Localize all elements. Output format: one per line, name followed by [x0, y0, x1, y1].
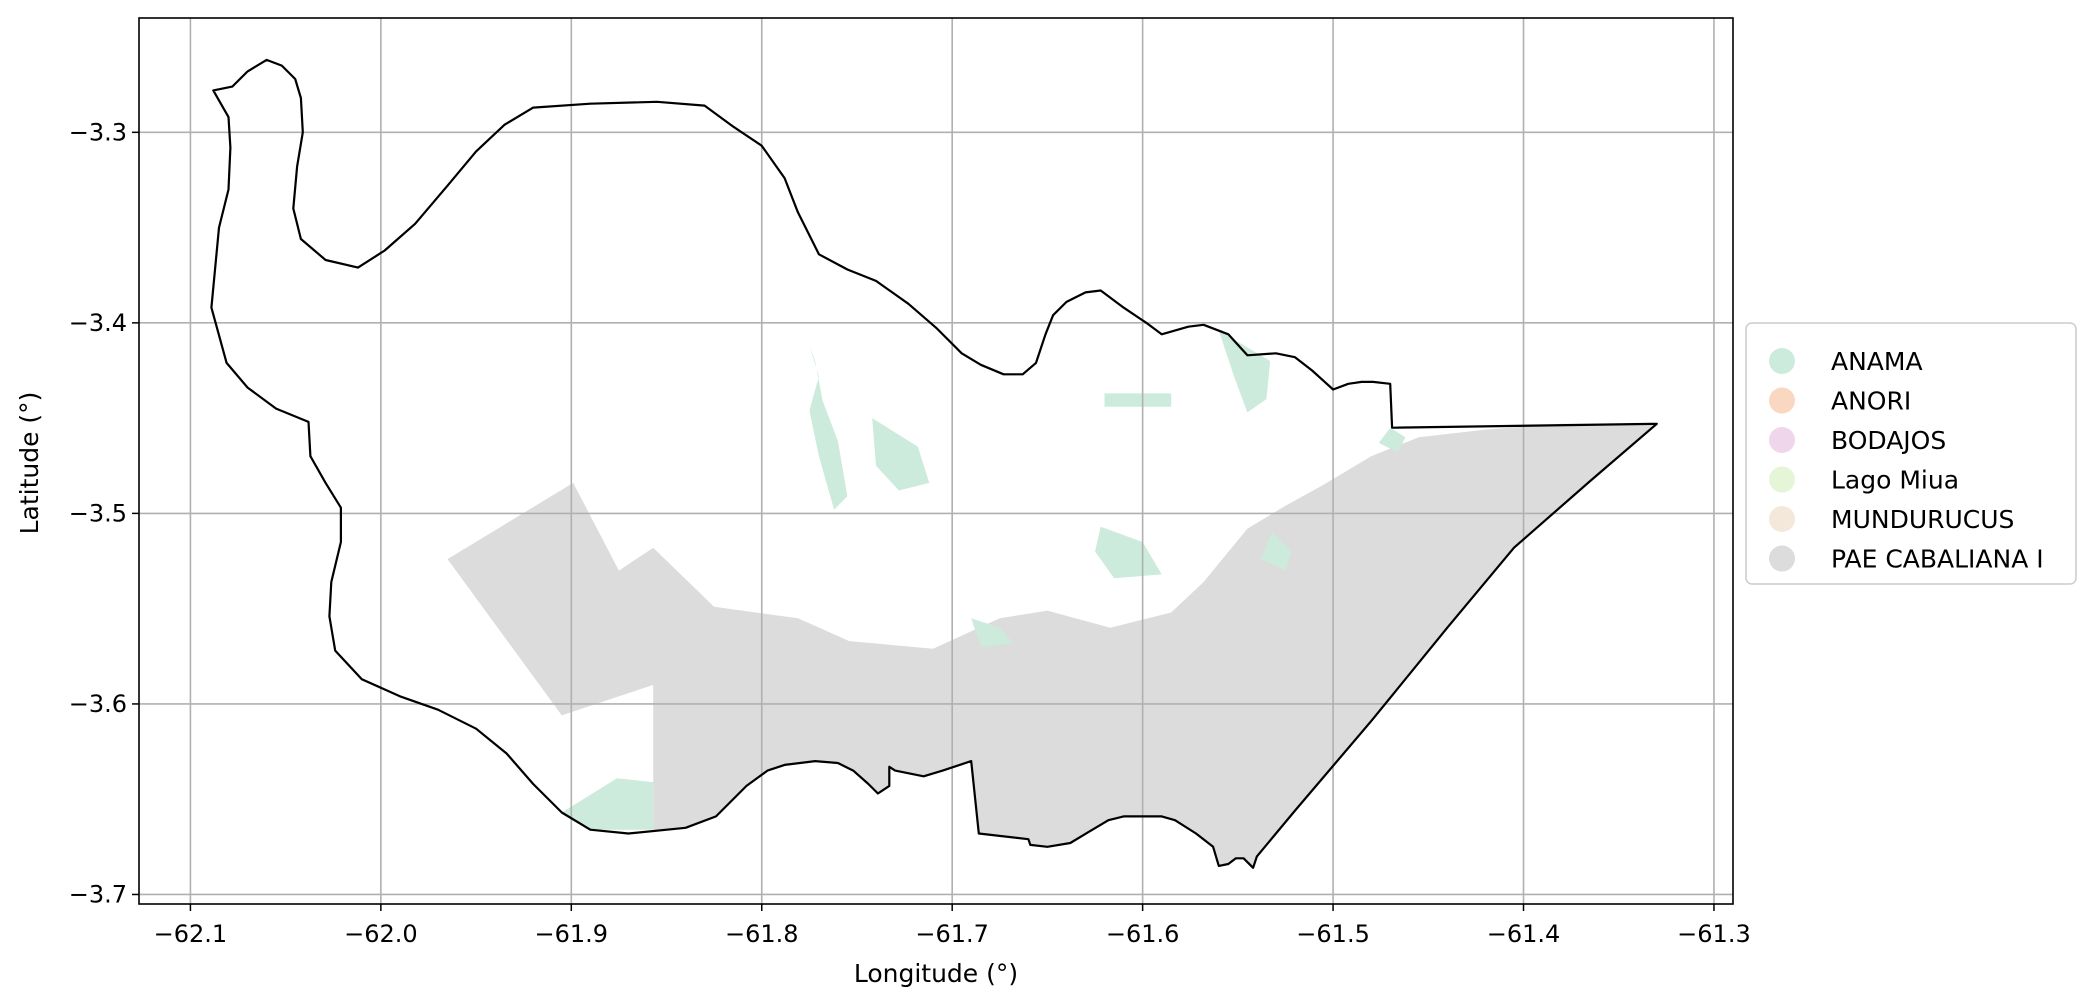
x-tick-label: −61.7 — [915, 920, 989, 948]
legend-label-anama: ANAMA — [1831, 347, 1923, 376]
region-anama — [1378, 427, 1406, 453]
x-tick-label: −62.0 — [344, 920, 418, 948]
legend-marker-anama — [1769, 348, 1795, 374]
region-anama — [1260, 532, 1292, 571]
municipality-boundary — [210, 58, 1658, 869]
legend-label-lago-miua: Lago Miua — [1831, 466, 1959, 495]
x-tick-label: −61.6 — [1106, 920, 1180, 948]
region-anama — [1104, 393, 1172, 407]
x-tick-label: −61.5 — [1296, 920, 1370, 948]
legend-box — [1745, 322, 2077, 585]
y-axis-label: Latitude (°) — [15, 392, 44, 535]
legend-label-mundurucus: MUNDURUCUS — [1831, 505, 2014, 534]
legend-label-anori: ANORI — [1831, 387, 1911, 416]
region-anama — [1095, 526, 1162, 579]
x-axis: −62.1 −62.0 −61.9 −61.8 −61.7 −61.6 −61.5 −61.4… — [154, 904, 1751, 948]
legend-marker-lago-miua — [1769, 466, 1795, 493]
legend: ANAMA ANORI BODAJOS Lago Miua MUNDURUCUS PAE … — [1745, 322, 2077, 585]
legend-label-pae-cabaliana-i: PAE CABALIANA I — [1831, 545, 2044, 574]
x-tick-label: −61.4 — [1487, 920, 1561, 948]
y-tick-label: −3.4 — [69, 309, 127, 337]
axes-frame — [138, 17, 1734, 905]
legend-marker-bodajos — [1769, 427, 1795, 453]
legend-marker-pae-cabaliana-i — [1769, 545, 1795, 572]
legend-label-bodajos: BODAJOS — [1831, 426, 1946, 455]
legend-marker-mundurucus — [1769, 506, 1795, 532]
region-anama — [872, 418, 930, 491]
region-anama — [971, 618, 1014, 647]
y-tick-label: −3.5 — [69, 499, 127, 527]
region-pae-cabaliana-i — [447, 423, 1657, 868]
plot-area — [139, 18, 1733, 904]
y-axis: −3.3 −3.4 −3.5 −3.6 −3.7 — [69, 118, 139, 908]
y-tick-label: −3.7 — [69, 880, 127, 908]
region-anama — [1218, 330, 1271, 413]
y-tick-label: −3.3 — [69, 118, 127, 146]
regions-layer — [447, 330, 1657, 868]
x-tick-label: −61.9 — [535, 920, 609, 948]
region-anama — [561, 778, 654, 830]
x-tick-label: −61.3 — [1677, 920, 1751, 948]
legend-marker-anori — [1769, 387, 1795, 414]
boundary-layer — [210, 58, 1658, 869]
x-tick-label: −61.8 — [725, 920, 799, 948]
grid-layer — [139, 18, 1733, 904]
region-anama — [809, 345, 848, 510]
y-tick-label: −3.6 — [69, 690, 127, 718]
x-axis-label: Longitude (°) — [854, 959, 1018, 988]
x-tick-label: −62.1 — [154, 920, 228, 948]
